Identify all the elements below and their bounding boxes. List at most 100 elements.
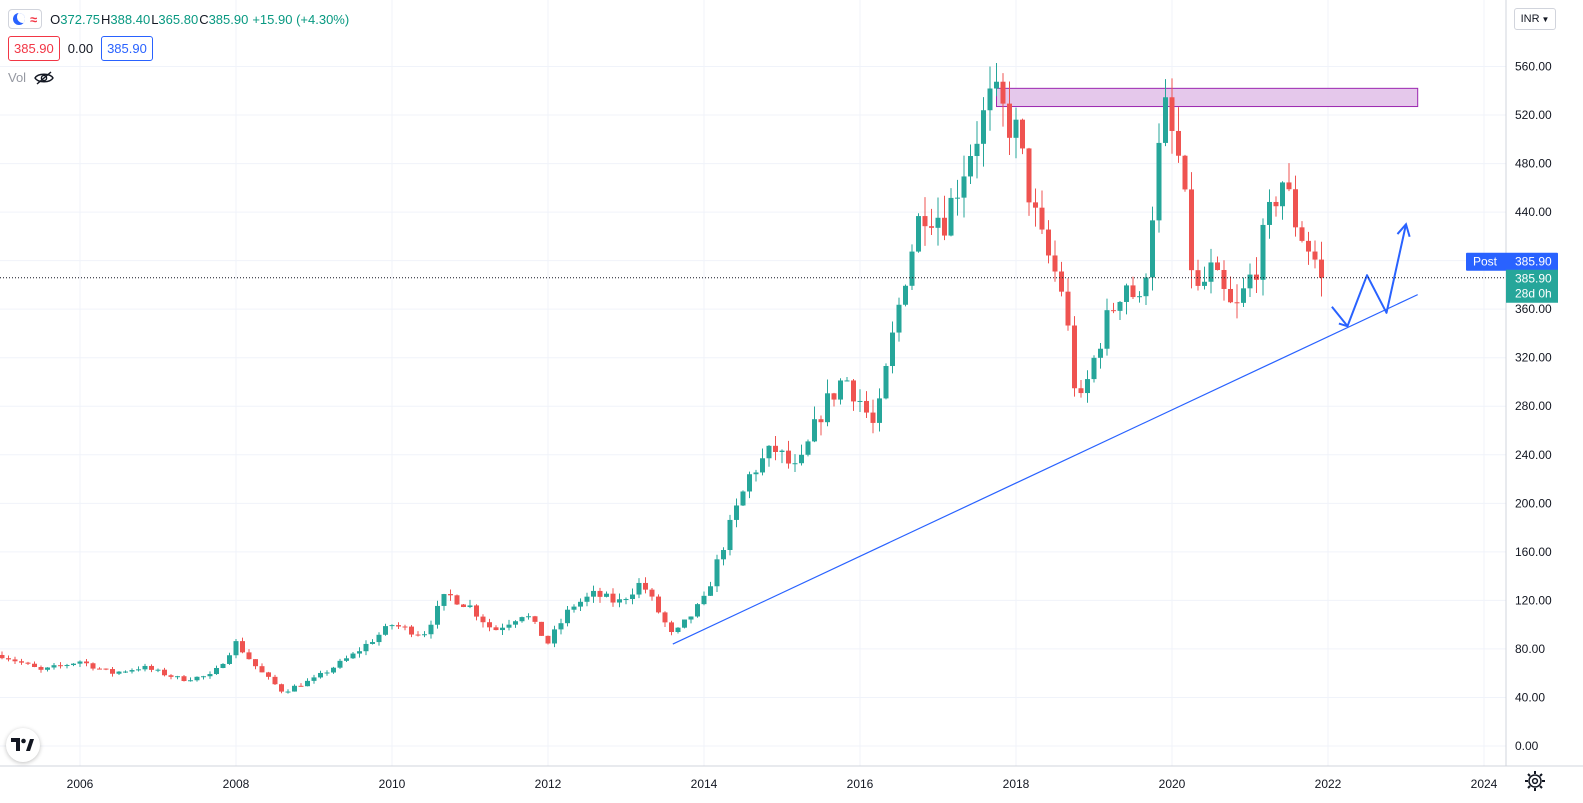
candle-body [948, 197, 954, 236]
candle-body [864, 400, 869, 413]
candle-body [1124, 285, 1129, 302]
candle-body [487, 622, 492, 628]
candle-body [71, 663, 76, 666]
candle-body [1189, 189, 1194, 271]
candle-body [753, 472, 759, 475]
candle-body [1117, 301, 1123, 311]
candle-body [1065, 291, 1071, 326]
time-axis[interactable]: 2006 2008 2010 2012 2014 2016 2018 2020 2022 2024 [0, 765, 1583, 791]
projection-arrowhead[interactable] [1396, 222, 1411, 237]
candle-body [1293, 189, 1298, 228]
candle-body [32, 663, 37, 668]
candle-body [558, 623, 564, 630]
post-badge-value: 385.90 [1515, 255, 1552, 269]
candle-body [506, 624, 512, 628]
candle-body [441, 594, 447, 606]
x-tick-label: 2016 [847, 777, 874, 791]
candle-body [610, 593, 616, 603]
low-label: L [151, 11, 159, 27]
candle-body [961, 176, 967, 198]
volume-legend: Vol [8, 70, 54, 85]
buy-price-button[interactable]: 385.90 [101, 36, 153, 61]
candle-body [922, 216, 928, 227]
candle-body [1228, 288, 1233, 303]
candle-body [454, 595, 460, 605]
resistance-rectangle[interactable] [996, 87, 1419, 108]
candle-body [1299, 227, 1305, 241]
candle-body [194, 676, 200, 681]
candle-body [311, 677, 317, 681]
open-value: 372.75 [60, 11, 101, 27]
candle-body [1215, 262, 1220, 271]
symbol-badge[interactable]: ≈ [8, 9, 43, 29]
y-tick-label: 160.00 [1515, 545, 1552, 559]
candle-body [747, 474, 752, 492]
sell-price-button[interactable]: 385.90 [8, 36, 60, 61]
candle-body [448, 594, 453, 596]
bid-ask-row: 385.90 0.00 385.90 [8, 36, 153, 61]
candle-body [292, 685, 297, 692]
price-axis[interactable]: 0.00 40.00 80.00 120.00 160.00 200.00 240.00 28… [1505, 0, 1552, 766]
candle-body [955, 197, 960, 199]
x-tick-label: 2012 [535, 777, 562, 791]
candle-body [324, 672, 330, 674]
change-value: +15.90 (+4.30%) [252, 11, 350, 27]
candle-body [890, 332, 895, 367]
candle-body [636, 582, 642, 595]
candle-body [1286, 182, 1292, 190]
candle-body [1208, 262, 1214, 282]
candle-body [188, 680, 193, 682]
candle-body [1143, 277, 1149, 297]
candle-body [175, 676, 180, 678]
moon-icon [13, 13, 25, 25]
candle-body [1150, 220, 1155, 278]
drawings[interactable] [672, 222, 1418, 645]
candle-body [0, 654, 5, 659]
support-trendline[interactable] [672, 294, 1418, 645]
candle-body [994, 81, 999, 89]
candle-body [1020, 119, 1025, 149]
y-tick-label: 120.00 [1515, 593, 1552, 607]
candle-body [688, 616, 694, 620]
candle-body [370, 642, 375, 644]
candle-body [402, 626, 408, 628]
candle-body [1202, 281, 1207, 286]
candle-body [136, 669, 141, 671]
settings-gear-icon[interactable] [1524, 770, 1546, 792]
candle-body [500, 627, 505, 631]
currency-select[interactable]: INR ▼ [1514, 8, 1556, 30]
close-value: 385.90 [208, 11, 249, 27]
candle-body [740, 491, 746, 506]
candle-body [779, 450, 785, 452]
candle-body [734, 505, 739, 520]
projection-path[interactable] [1331, 224, 1407, 328]
candle-body [981, 110, 986, 144]
y-tick-label: 240.00 [1515, 448, 1552, 462]
candle-body [1306, 240, 1311, 252]
candle-body [818, 419, 824, 423]
candle-body [935, 217, 941, 228]
candle-body [571, 606, 577, 610]
candle-body [1111, 310, 1116, 312]
candle-body [851, 380, 856, 402]
tradingview-logo[interactable] [6, 728, 40, 762]
resistance-zone[interactable] [996, 87, 1419, 108]
candle-body [168, 675, 174, 677]
candle-body [1052, 255, 1058, 272]
candle-body [77, 661, 83, 664]
candle-body [630, 594, 635, 600]
candle-body [461, 604, 466, 608]
candle-body [974, 143, 980, 157]
candle-body [363, 643, 369, 652]
candle-body [142, 665, 148, 670]
candle-body [45, 667, 50, 670]
candle-body [97, 668, 102, 670]
candle-body [1085, 379, 1090, 394]
candle-body [682, 619, 687, 628]
candle-body [409, 626, 414, 635]
candle-body [1241, 288, 1246, 303]
candle-body [396, 625, 401, 627]
y-tick-label: 280.00 [1515, 399, 1552, 413]
eye-hidden-icon[interactable] [34, 70, 54, 85]
